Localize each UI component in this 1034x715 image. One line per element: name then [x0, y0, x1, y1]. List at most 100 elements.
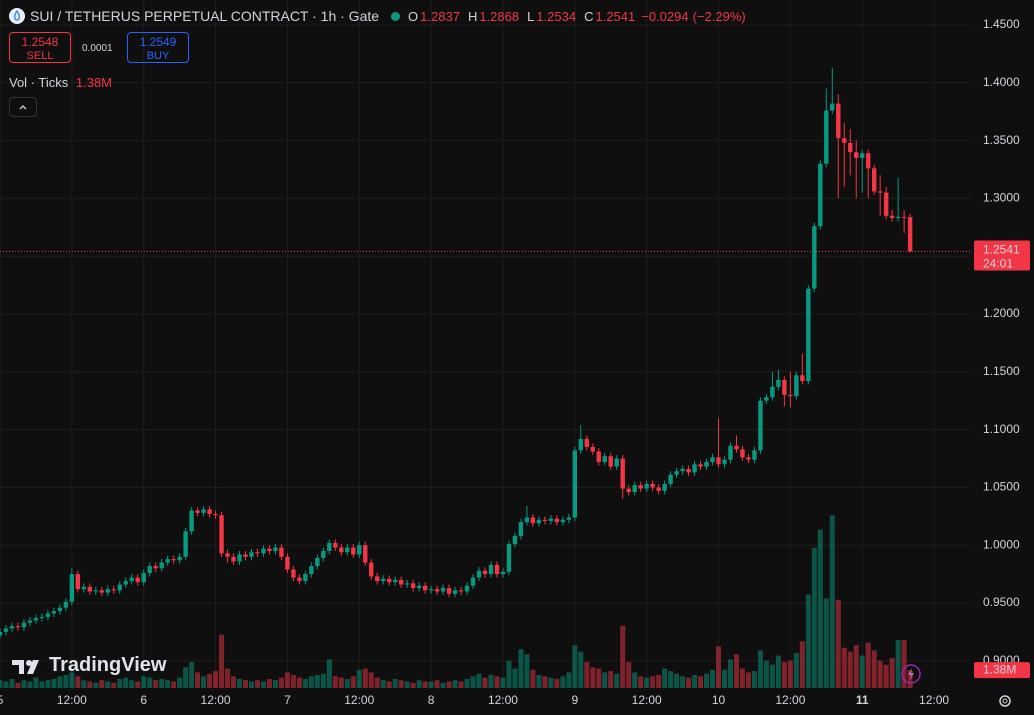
- volume-bar: [219, 634, 225, 688]
- candle-body: [153, 566, 158, 569]
- candle-body: [219, 515, 224, 554]
- x-tick-label: 12:00: [344, 693, 374, 707]
- candle-body: [578, 438, 584, 451]
- lightning-button[interactable]: [901, 664, 921, 684]
- y-tick-label: 1.0000: [983, 537, 1020, 551]
- volume-bar: [482, 677, 488, 688]
- volume-bar: [524, 654, 530, 688]
- volume-bar: [362, 668, 368, 688]
- volume-bar: [596, 668, 602, 688]
- candle-body: [9, 626, 15, 629]
- volume-bar: [865, 642, 871, 688]
- candle-body: [255, 552, 260, 554]
- candle-body: [69, 574, 75, 602]
- volume-bar: [272, 680, 278, 688]
- candle-body: [752, 450, 757, 460]
- candle-body: [812, 226, 817, 289]
- candle-body: [656, 487, 661, 491]
- volume-bar: [710, 669, 716, 688]
- logo[interactable]: TradingView: [11, 654, 166, 677]
- candle-body: [494, 564, 500, 575]
- y-tick-label: 1.3500: [983, 133, 1020, 147]
- candle-body: [824, 110, 829, 164]
- x-tick-label: 11: [856, 693, 869, 707]
- candle-body: [632, 485, 637, 493]
- volume-bar: [692, 675, 698, 688]
- candle-body: [99, 590, 104, 593]
- candle-body: [464, 585, 470, 592]
- candle-body: [590, 446, 595, 452]
- candle-body: [596, 451, 601, 462]
- volume-bar: [105, 681, 111, 688]
- candle-body: [901, 216, 907, 218]
- volume-bar: [871, 650, 877, 688]
- candle-body: [123, 581, 128, 585]
- candle-body: [877, 191, 883, 193]
- candle-body: [794, 375, 799, 397]
- candle-body: [470, 577, 476, 586]
- candle-body: [363, 545, 368, 563]
- volume-bar: [698, 676, 704, 688]
- volume-bar: [225, 668, 231, 688]
- settings-button[interactable]: [996, 692, 1014, 710]
- volume-bar: [733, 654, 739, 688]
- candle-body: [548, 518, 554, 521]
- volume-bar: [620, 625, 626, 688]
- volume-bar: [686, 677, 692, 688]
- candle-body: [854, 152, 859, 158]
- candle-body: [135, 577, 140, 583]
- candle-body: [165, 559, 170, 563]
- volume-bar: [111, 682, 117, 688]
- volume-bar: [434, 680, 440, 688]
- candle-body: [626, 488, 631, 493]
- candle-body: [321, 551, 326, 558]
- logo-mark: [12, 659, 39, 674]
- volume-bar: [722, 669, 728, 688]
- candle-body: [566, 517, 572, 520]
- candle-body: [620, 458, 625, 489]
- candle-body: [866, 153, 871, 169]
- volume-bar: [63, 675, 69, 688]
- volume-bar: [51, 678, 57, 688]
- candle-body: [171, 559, 176, 561]
- sell-button[interactable]: 1.2548 SELL: [9, 32, 71, 63]
- low-value: 1.2534: [536, 8, 577, 24]
- volume-bar: [39, 681, 45, 688]
- spread: 0.0001: [82, 43, 113, 54]
- x-tick-label: 10: [712, 693, 726, 707]
- candle-body: [111, 589, 116, 591]
- candle-body: [327, 542, 332, 552]
- volume-bar: [907, 670, 913, 688]
- symbol-title[interactable]: SUI / TETHERUS PERPETUAL CONTRACT · 1h ·…: [30, 8, 380, 24]
- candle-body: [800, 375, 805, 382]
- buy-button[interactable]: 1.2549 BUY: [127, 32, 189, 63]
- candle-body: [806, 288, 811, 382]
- buy-price: 1.2549: [139, 35, 177, 49]
- candle-body: [860, 153, 865, 158]
- candle-body: [81, 586, 87, 590]
- volume-bar: [578, 651, 584, 688]
- volume-bar: [470, 676, 476, 688]
- close-label: C: [584, 8, 594, 24]
- candle-body: [177, 556, 182, 561]
- volume-bar: [189, 662, 195, 688]
- x-tick-label: 9: [571, 693, 578, 707]
- collapse-button[interactable]: [9, 97, 37, 117]
- candle-body: [452, 590, 458, 594]
- volume-bar: [656, 675, 662, 688]
- volume-bar: [195, 672, 201, 688]
- candle-body: [740, 449, 745, 458]
- volume-bar: [877, 660, 883, 688]
- candle-body: [722, 459, 727, 465]
- volume-title: Vol · Ticks: [9, 75, 69, 90]
- volume-bar: [308, 676, 314, 688]
- candle-body: [524, 517, 530, 523]
- candle-body: [410, 583, 416, 588]
- candle-body: [788, 394, 793, 397]
- price-tag-value: 1.2541: [983, 243, 1020, 257]
- candle-body: [818, 163, 823, 227]
- volume-bar: [9, 678, 15, 688]
- candle-body: [195, 510, 200, 513]
